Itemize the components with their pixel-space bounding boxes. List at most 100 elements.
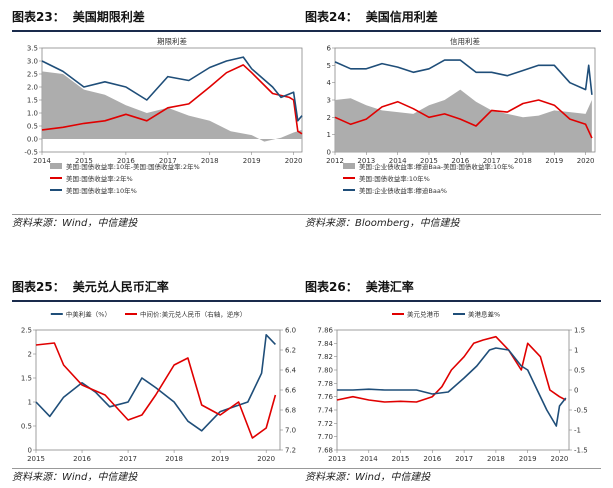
- x-tick-label: 2014: [33, 157, 51, 165]
- legend-swatch: [343, 163, 355, 169]
- x-tick-label: 2017: [483, 157, 501, 165]
- x-tick-label: 2018: [165, 455, 183, 463]
- figure-title: 图表26： 美港汇率: [305, 278, 601, 302]
- y2-tick-label: 6.6: [285, 387, 297, 395]
- chart-title: 信用利差: [450, 36, 480, 46]
- legend-label: 美港息差%: [468, 310, 500, 319]
- y-tick-label: 2.5: [21, 327, 32, 335]
- x-tick-label: 2018: [201, 157, 219, 165]
- usd-hkd-chart: 7.68 7.70 7.72 7.74 7.76 7.78 7.80 7.82 7.84 7.86…: [317, 310, 588, 464]
- x-tick-label: 2012: [326, 157, 344, 165]
- x-tick-label: 2015: [27, 455, 45, 463]
- x-tick-label: 2020: [577, 157, 595, 165]
- y-tick-label: 3.0: [27, 58, 38, 66]
- x-tick-label: 2016: [423, 455, 441, 463]
- y-tick-label: 0.5: [21, 423, 32, 431]
- y-tick-label: 5: [327, 62, 331, 70]
- y-tick-label: 2: [327, 114, 331, 122]
- x-tick-label: 2019: [243, 157, 261, 165]
- figure-caption: 美国信用利差: [365, 10, 438, 24]
- figure-caption: 美港汇率: [365, 280, 414, 294]
- y2-tick-label: 7.0: [285, 427, 296, 435]
- y-tick-label: 7.76: [317, 393, 333, 401]
- x-tick-label: 2017: [159, 157, 177, 165]
- figure-number: 图表25：: [12, 280, 65, 294]
- y2-tick-label: 0: [574, 387, 578, 395]
- legend-label: 美国:国债收益率:10年%: [359, 174, 430, 183]
- y2-tick-label: -0.5: [574, 407, 588, 415]
- area-series-0: [42, 71, 302, 142]
- x-tick-label: 2013: [357, 157, 375, 165]
- x-tick-label: 2016: [451, 157, 469, 165]
- x-tick-label: 2020: [551, 455, 569, 463]
- source-note: 资料来源：Wind，中信建投: [12, 468, 308, 484]
- legend-label: 美国:国债收益率:10年%: [66, 186, 137, 195]
- figure-title: 图表23： 美国期限利差: [12, 8, 308, 32]
- credit-spread-chart: 信用利差 0 1 2 3 4 5 6 2012 2013 2014 2015 2016 2017 2018 2…: [326, 36, 596, 195]
- line-series-1: [337, 347, 567, 427]
- x-tick-label: 2013: [328, 455, 346, 463]
- y2-tick-label: 7.2: [285, 447, 296, 455]
- legend-label: 美国:企业债收益率:穆迪Baa%: [359, 186, 447, 195]
- x-tick-label: 2018: [514, 157, 532, 165]
- y-tick-label: 7.86: [317, 327, 333, 335]
- x-tick-label: 2016: [73, 455, 91, 463]
- x-tick-label: 2015: [420, 157, 438, 165]
- usd-cny-chart: 0 0.5 1 1.5 2 2.5 6.0 6.2 6.4 6.6 6.8 7.0 7.2 2015 201…: [21, 310, 297, 464]
- y2-tick-label: 6.0: [285, 327, 296, 335]
- legend-label: 中美利差（%）: [66, 310, 111, 319]
- y-tick-label: 0.0: [27, 136, 38, 144]
- figure-number: 图表26：: [305, 280, 358, 294]
- y-tick-label: 1.5: [21, 375, 32, 383]
- x-tick-label: 2014: [360, 455, 378, 463]
- source-note: 资料来源：Bloomberg，中信建投: [305, 214, 601, 230]
- y2-tick-label: 6.4: [285, 367, 297, 375]
- source-note: 资料来源：Wind，中信建投: [305, 468, 601, 484]
- x-tick-label: 2015: [75, 157, 93, 165]
- x-tick-label: 2017: [119, 455, 137, 463]
- figure-caption: 美国期限利差: [72, 10, 145, 24]
- y-tick-label: 0: [28, 447, 32, 455]
- source-note: 资料来源：Wind，中信建投: [12, 214, 308, 230]
- y-tick-label: 2.0: [27, 84, 38, 92]
- line-series-0: [336, 335, 567, 403]
- legend-swatch: [50, 163, 62, 169]
- x-tick-label: 2015: [392, 455, 410, 463]
- figure-caption: 美元兑人民币汇率: [72, 280, 169, 294]
- y-tick-label: 7.70: [317, 433, 333, 441]
- y-tick-label: 6: [327, 45, 332, 53]
- x-tick-label: 2014: [389, 157, 407, 165]
- y-tick-label: 2: [28, 351, 32, 359]
- figure-number: 图表24：: [305, 10, 358, 24]
- y2-tick-label: 0.5: [574, 367, 585, 375]
- y2-tick-label: -1.5: [574, 447, 588, 455]
- legend-label: 美国:国债收益率:2年%: [66, 174, 133, 183]
- y-tick-label: 7.78: [317, 380, 333, 388]
- y-tick-label: -0.5: [24, 149, 38, 157]
- y2-tick-label: 1: [574, 347, 578, 355]
- y2-tick-label: 1.5: [574, 327, 585, 335]
- x-tick-label: 2017: [455, 455, 473, 463]
- line-series-1: [35, 342, 277, 439]
- figure-title: 图表25： 美元兑人民币汇率: [12, 278, 308, 302]
- legend-label: 中间价:美元兑人民币（右轴，逆序）: [140, 310, 246, 319]
- line-series-1: [334, 99, 593, 139]
- y-tick-label: 1: [327, 131, 331, 139]
- y-tick-label: 3: [327, 97, 331, 105]
- legend-label: 美国:国债收益率:10年-美国:国债收益率:2年%: [66, 162, 200, 171]
- y-tick-label: 1.5: [27, 97, 38, 105]
- y-tick-label: 7.74: [317, 407, 333, 415]
- line-series-1: [41, 64, 303, 135]
- figure-title: 图表24： 美国信用利差: [305, 8, 601, 32]
- y2-tick-label: 6.2: [285, 347, 296, 355]
- line-series-2: [334, 59, 593, 95]
- figure-number: 图表23：: [12, 10, 65, 24]
- y-tick-label: 7.68: [317, 447, 333, 455]
- x-tick-label: 2020: [285, 157, 303, 165]
- y-tick-label: 7.80: [317, 367, 333, 375]
- y2-tick-label: 6.8: [285, 407, 296, 415]
- y-tick-label: 4: [327, 79, 332, 87]
- x-tick-label: 2019: [211, 455, 229, 463]
- y-tick-label: 0.5: [27, 123, 38, 131]
- x-tick-label: 2019: [519, 455, 537, 463]
